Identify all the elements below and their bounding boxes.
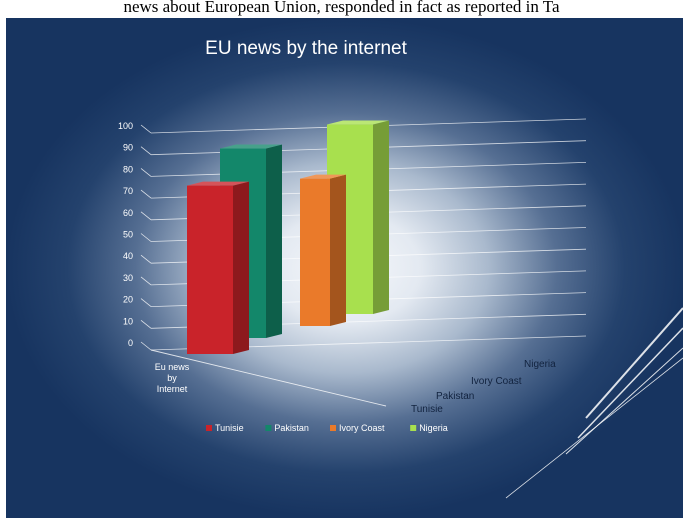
bar-side-face xyxy=(330,174,346,326)
decoration-line xyxy=(565,347,683,455)
y-tick-label: 50 xyxy=(123,230,133,240)
bar-top-face xyxy=(327,120,389,125)
eu-news-3d-bar-chart: EU news by the internet 0 10 20 30 40 50 60 70 80… xyxy=(118,38,683,499)
gridline-side xyxy=(140,319,152,329)
bar-side-face xyxy=(266,144,282,338)
gridline-side xyxy=(140,189,152,199)
legend-label: Nigeria xyxy=(419,423,448,433)
depth-axis-label: Ivory Coast xyxy=(471,376,522,387)
y-tick-label: 80 xyxy=(123,164,133,174)
gridline-side xyxy=(140,124,152,134)
gridline-side xyxy=(140,341,152,351)
chart-labels: EU news by the internet 0 10 20 30 40 50 60 70 80… xyxy=(118,38,556,415)
chart-title: EU news by the internet xyxy=(205,38,407,59)
document-caption: news about European Union, responded in … xyxy=(123,0,560,16)
decoration-line xyxy=(505,357,683,499)
gridline-side xyxy=(140,298,152,307)
bar-top-face xyxy=(187,181,249,186)
y-tick-label: 10 xyxy=(123,316,133,326)
category-label: Eu news xyxy=(155,362,190,372)
legend-swatch xyxy=(206,425,212,431)
y-tick-label: 0 xyxy=(128,338,133,348)
category-label: Internet xyxy=(157,384,188,394)
slide-decoration-lines xyxy=(505,307,683,499)
gridline-side xyxy=(140,168,152,177)
gridline-side xyxy=(140,211,152,221)
chart-slide: EU news by the internet 0 10 20 30 40 50 60 70 80… xyxy=(6,18,683,518)
gridline-side xyxy=(140,254,152,264)
y-tick-label: 30 xyxy=(123,273,133,283)
bar-side-face xyxy=(233,181,249,354)
depth-axis-label: Pakistan xyxy=(436,391,474,402)
gridline-side xyxy=(140,233,152,242)
y-tick-label: 70 xyxy=(123,186,133,196)
bar-front-face xyxy=(187,185,233,354)
legend-swatch xyxy=(410,425,417,431)
y-tick-label: 60 xyxy=(123,208,133,218)
floor-axis-line xyxy=(150,349,387,407)
legend-label: Tunisie xyxy=(215,423,244,433)
depth-axis-label: Nigeria xyxy=(524,359,556,370)
y-tick-label: 100 xyxy=(118,121,133,131)
legend-swatch xyxy=(265,425,272,431)
bar-top-face xyxy=(300,174,346,179)
bar-side-face xyxy=(373,120,389,315)
bar-ivory-coast xyxy=(300,174,346,326)
chart-bars xyxy=(187,120,389,354)
y-tick-label: 90 xyxy=(123,143,133,153)
y-tick-label: 20 xyxy=(123,295,133,305)
decoration-line xyxy=(577,327,683,439)
legend-label: Pakistan xyxy=(274,423,309,433)
gridline-side xyxy=(140,146,152,156)
depth-axis-label: Tunisie xyxy=(411,404,443,415)
bar-front-face xyxy=(300,178,330,326)
chart-legend: Tunisie Pakistan Ivory Coast Nigeria xyxy=(206,423,448,433)
decoration-line xyxy=(585,307,683,419)
gridline-side xyxy=(140,276,152,286)
category-label: by xyxy=(167,373,177,383)
bar-tunisie xyxy=(187,181,249,354)
y-tick-label: 40 xyxy=(123,251,133,261)
legend-swatch xyxy=(330,425,336,431)
legend-label: Ivory Coast xyxy=(339,423,385,433)
bar-top-face xyxy=(220,144,282,149)
